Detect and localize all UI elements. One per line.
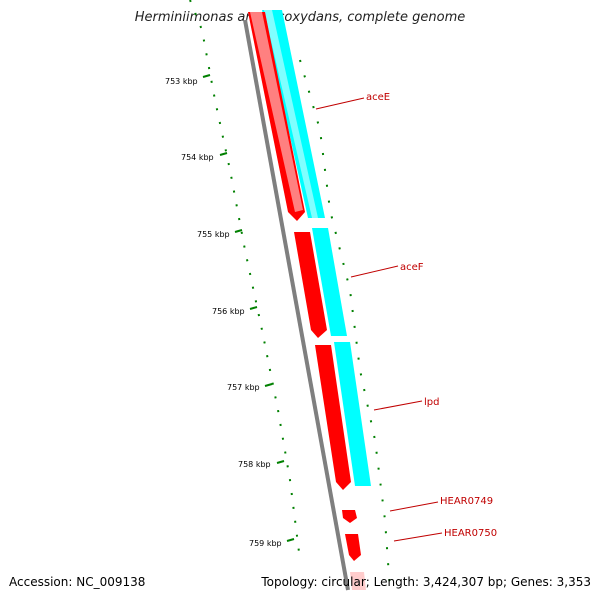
tick-label: 758 kbp	[238, 460, 271, 469]
gene-label-acef: aceF	[400, 262, 424, 273]
gene-label-hear0750: HEAR0750	[444, 528, 497, 539]
feature-block	[264, 10, 318, 218]
gc-content-track	[189, 0, 301, 561]
gene-leader-line	[393, 532, 443, 542]
tick-mark	[249, 306, 258, 310]
cds-arrow	[342, 510, 357, 523]
tick-labels: 753 kbp 754 kbp 755 kbp 756 kbp 757 kbp …	[165, 77, 282, 548]
tick-mark	[202, 74, 211, 78]
gene-leader-line	[389, 501, 439, 512]
gene-label-lpd: lpd	[424, 397, 439, 408]
cds-arrow	[294, 232, 327, 338]
tick-label: 754 kbp	[181, 153, 214, 162]
gene-leader-line	[315, 97, 365, 110]
tick-label: 757 kbp	[227, 383, 260, 392]
cds-arrow	[345, 534, 361, 561]
tick-mark	[286, 538, 295, 542]
gene-leader-line	[350, 265, 399, 278]
map-title: Herminiimonas arsenicoxydans, complete g…	[134, 10, 466, 25]
feature-block	[312, 228, 347, 336]
cds-arrow-highlight	[250, 12, 303, 212]
tick-marks	[202, 74, 295, 542]
gene-label-acee: aceE	[366, 92, 390, 103]
tick-mark	[276, 460, 285, 464]
feature-block	[334, 342, 371, 486]
cds-track	[248, 12, 366, 590]
tick-mark	[234, 229, 243, 233]
tick-mark	[264, 383, 273, 387]
tick-label: 756 kbp	[212, 307, 245, 316]
accession-text: Accession: NC_009138	[9, 575, 146, 589]
tick-label: 759 kbp	[249, 539, 282, 548]
gene-leaders	[315, 97, 443, 542]
backbone-line	[243, 19, 350, 591]
tick-label: 755 kbp	[197, 230, 230, 239]
gene-label-hear0749: HEAR0749	[440, 496, 493, 507]
cds-arrow	[350, 572, 366, 590]
tick-label: 753 kbp	[165, 77, 198, 86]
gene-labels: aceE aceF lpd HEAR0749 HEAR0750	[366, 92, 497, 539]
gene-leader-line	[373, 400, 423, 411]
cds-arrow	[315, 345, 351, 490]
genome-summary-text: Topology: circular; Length: 3,424,307 bp…	[261, 575, 591, 589]
tick-mark	[219, 152, 228, 156]
feature-track	[262, 10, 371, 486]
